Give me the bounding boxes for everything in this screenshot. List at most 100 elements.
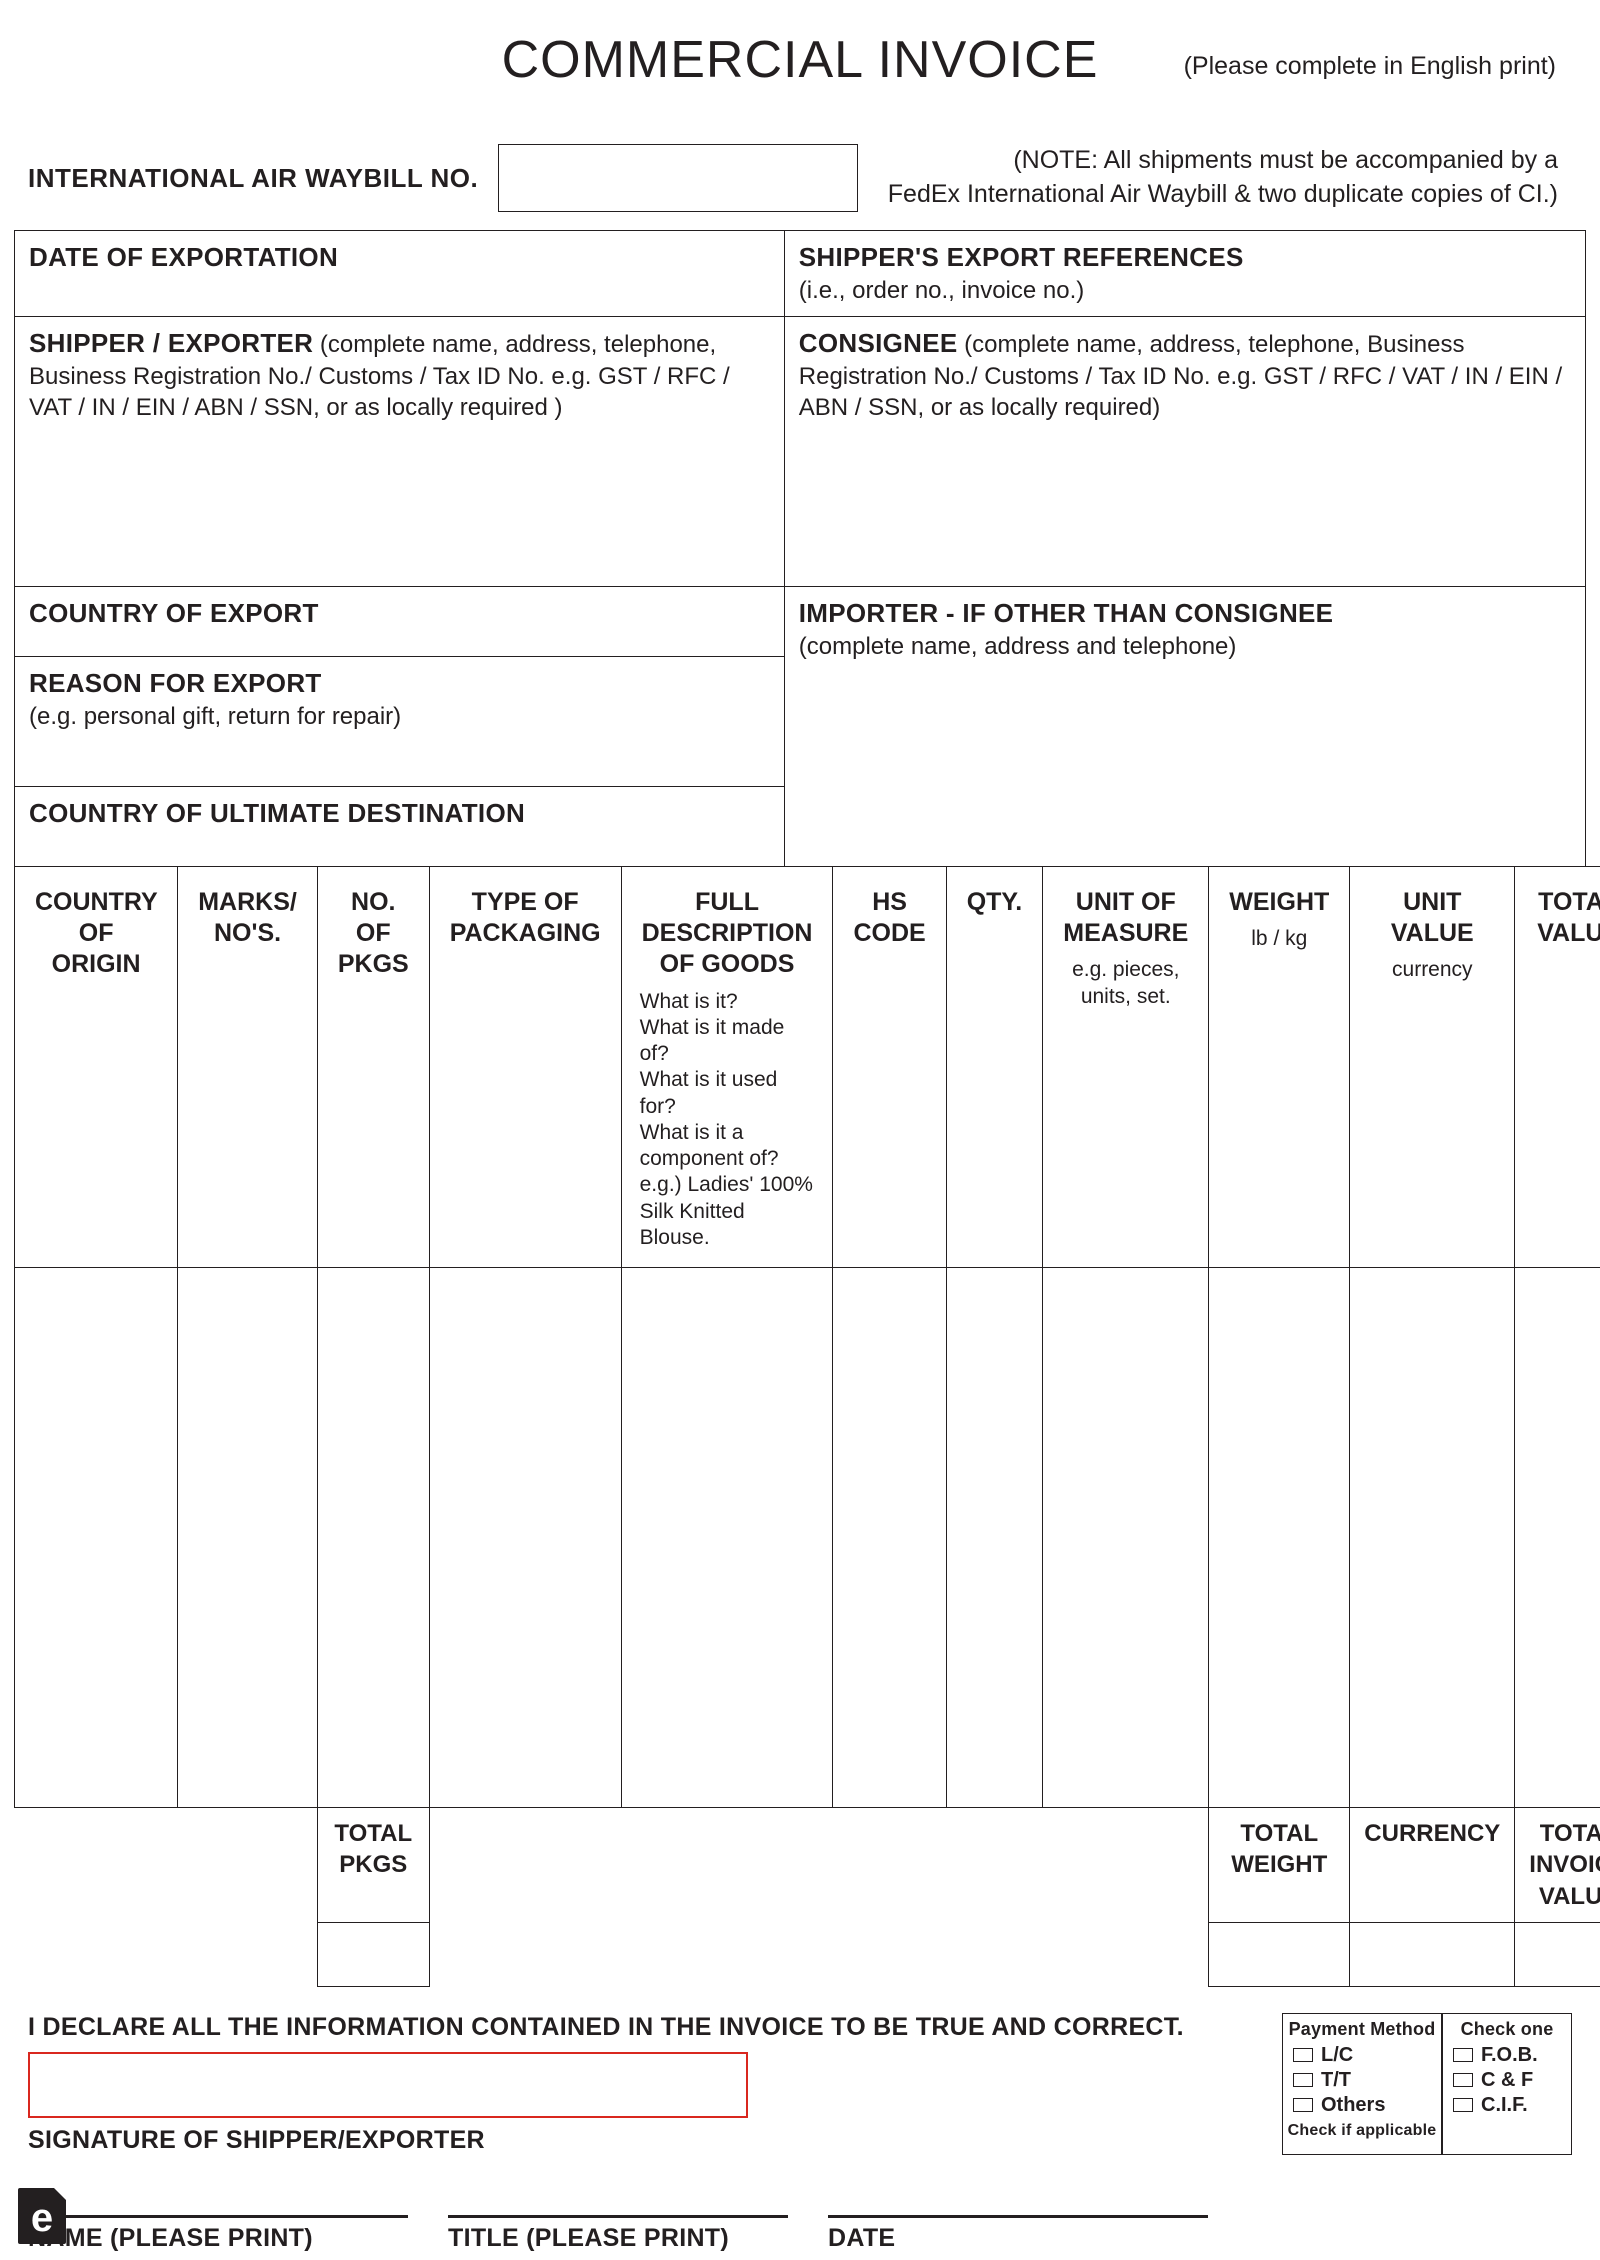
col-uom-label: UNIT OF MEASURE	[1057, 877, 1194, 956]
totals-values-row	[15, 1922, 1600, 1986]
consignee-label: CONSIGNEE	[799, 328, 958, 358]
total-pkgs-label: TOTAL PKGS	[317, 1808, 429, 1923]
terms-footer	[1443, 2119, 1571, 2145]
col-marks-label: MARKS/ NO'S.	[192, 877, 303, 956]
field-importer[interactable]: IMPORTER - IF OTHER THAN CONSIGNEE (comp…	[784, 586, 1585, 866]
waybill-note: (NOTE: All shipments must be accompanied…	[858, 144, 1576, 212]
col-weight: WEIGHT lb / kg	[1209, 866, 1350, 1267]
payment-lc-row[interactable]: L/C	[1283, 2044, 1441, 2069]
payment-others-label: Others	[1321, 2094, 1385, 2117]
importer-hint: (complete name, address and telephone)	[799, 633, 1237, 660]
terms-cf-label: C & F	[1481, 2069, 1533, 2092]
title-print-label[interactable]: TITLE (PLEASE PRINT)	[448, 2215, 788, 2253]
shipper-label: SHIPPER / EXPORTER	[29, 328, 313, 358]
waybill-label: INTERNATIONAL AIR WAYBILL NO.	[28, 163, 478, 194]
terms-cif-row[interactable]: C.I.F.	[1443, 2094, 1571, 2119]
payment-tt-row[interactable]: T/T	[1283, 2069, 1441, 2094]
cell-full-description[interactable]	[621, 1268, 833, 1808]
checkbox-icon[interactable]	[1453, 2048, 1473, 2062]
currency-input[interactable]	[1350, 1922, 1515, 1986]
declaration-column: I DECLARE ALL THE INFORMATION CONTAINED …	[28, 2013, 1282, 2155]
blank	[429, 1922, 1209, 1986]
reason-label: REASON FOR EXPORT	[29, 668, 322, 698]
cell-total-value[interactable]	[1515, 1268, 1600, 1808]
cell-hs-code[interactable]	[833, 1268, 946, 1808]
items-body-row[interactable]	[15, 1268, 1600, 1808]
totals-blank-left	[15, 1808, 318, 1923]
waybill-note-l2: FedEx International Air Waybill & two du…	[888, 180, 1558, 208]
export-ref-label: SHIPPER'S EXPORT REFERENCES	[799, 242, 1244, 272]
cell-qty[interactable]	[946, 1268, 1043, 1808]
country-export-label: COUNTRY OF EXPORT	[29, 598, 319, 628]
cell-marks-nos[interactable]	[178, 1268, 318, 1808]
col-weight-label: WEIGHT	[1223, 877, 1335, 924]
field-export-references[interactable]: SHIPPER'S EXPORT REFERENCES (i.e., order…	[784, 231, 1585, 317]
declaration-block: I DECLARE ALL THE INFORMATION CONTAINED …	[14, 2013, 1586, 2155]
checkbox-icon[interactable]	[1453, 2073, 1473, 2087]
terms-cif-label: C.I.F.	[1481, 2094, 1528, 2117]
cell-unit-value[interactable]	[1350, 1268, 1515, 1808]
commercial-invoice-form: COMMERCIAL INVOICE (Please complete in E…	[0, 0, 1600, 2260]
checkbox-groups: Payment Method L/C T/T Others Check if a…	[1282, 2013, 1572, 2155]
title-row: COMMERCIAL INVOICE (Please complete in E…	[14, 30, 1586, 120]
waybill-row: INTERNATIONAL AIR WAYBILL NO. (NOTE: All…	[14, 144, 1586, 230]
title-note: (Please complete in English print)	[1184, 52, 1556, 81]
blank	[15, 1922, 318, 1986]
col-marks-nos: MARKS/ NO'S.	[178, 866, 318, 1267]
checkbox-icon[interactable]	[1293, 2098, 1313, 2112]
currency-label: CURRENCY	[1350, 1808, 1515, 1923]
footer-lines: NAME (PLEASE PRINT) TITLE (PLEASE PRINT)…	[14, 2155, 1586, 2253]
col-hs-code: HS CODE	[833, 866, 946, 1267]
date-export-label: DATE OF EXPORTATION	[29, 242, 338, 272]
payment-footer: Check if applicable	[1283, 2119, 1441, 2145]
signature-label: SIGNATURE OF SHIPPER/EXPORTER	[28, 2126, 1282, 2155]
name-print-label[interactable]: NAME (PLEASE PRINT)	[28, 2215, 408, 2253]
col-qty: QTY.	[946, 866, 1043, 1267]
col-desc-label: FULL DESCRIPTION OF GOODS	[636, 877, 819, 987]
field-ultimate-destination[interactable]: COUNTRY OF ULTIMATE DESTINATION	[15, 786, 785, 866]
col-unit-of-measure: UNIT OF MEASURE e.g. pieces, units, set.	[1043, 866, 1209, 1267]
col-qty-label: QTY.	[961, 877, 1029, 924]
terms-fob-row[interactable]: F.O.B.	[1443, 2044, 1571, 2069]
field-shipper-exporter[interactable]: SHIPPER / EXPORTER (complete name, addre…	[15, 316, 785, 586]
total-pkgs-input[interactable]	[317, 1922, 429, 1986]
cell-type-of-packaging[interactable]	[429, 1268, 621, 1808]
payment-method-group: Payment Method L/C T/T Others Check if a…	[1282, 2013, 1442, 2155]
field-consignee[interactable]: CONSIGNEE (complete name, address, telep…	[784, 316, 1585, 586]
checkbox-icon[interactable]	[1453, 2098, 1473, 2112]
col-country-of-origin-label: COUNTRY OF ORIGIN	[29, 877, 163, 987]
items-header-row: COUNTRY OF ORIGIN MARKS/ NO'S. NO. OF PK…	[15, 866, 1600, 1267]
payment-others-row[interactable]: Others	[1283, 2094, 1441, 2119]
signature-input[interactable]	[28, 2052, 748, 2118]
col-type-of-packaging: TYPE OF PACKAGING	[429, 866, 621, 1267]
waybill-input[interactable]	[498, 144, 858, 212]
cell-weight[interactable]	[1209, 1268, 1350, 1808]
cell-no-of-pkgs[interactable]	[317, 1268, 429, 1808]
date-label[interactable]: DATE	[828, 2215, 1208, 2253]
header-grid: DATE OF EXPORTATION SHIPPER'S EXPORT REF…	[14, 230, 1586, 867]
items-table: COUNTRY OF ORIGIN MARKS/ NO'S. NO. OF PK…	[14, 866, 1600, 1987]
terms-group: Check one F.O.B. C & F C.I.F.	[1442, 2013, 1572, 2155]
field-date-of-exportation[interactable]: DATE OF EXPORTATION	[15, 231, 785, 317]
totals-row: TOTAL PKGS TOTAL WEIGHT CURRENCY TOTAL I…	[15, 1808, 1600, 1923]
total-invoice-value-input[interactable]	[1515, 1922, 1600, 1986]
checkbox-icon[interactable]	[1293, 2073, 1313, 2087]
col-total-value: TOTAL VALUE	[1515, 866, 1600, 1267]
field-reason-for-export[interactable]: REASON FOR EXPORT (e.g. personal gift, r…	[15, 656, 785, 786]
eforms-logo-icon: e	[18, 2188, 66, 2244]
checkbox-icon[interactable]	[1293, 2048, 1313, 2062]
total-weight-label: TOTAL WEIGHT	[1209, 1808, 1350, 1923]
col-pkgs-label: NO. OF PKGS	[332, 877, 415, 987]
waybill-note-l1: (NOTE: All shipments must be accompanied…	[1013, 146, 1558, 174]
importer-label: IMPORTER - IF OTHER THAN CONSIGNEE	[799, 598, 1334, 628]
total-weight-input[interactable]	[1209, 1922, 1350, 1986]
terms-title: Check one	[1443, 2014, 1571, 2044]
payment-tt-label: T/T	[1321, 2069, 1351, 2092]
col-country-of-origin: COUNTRY OF ORIGIN	[15, 866, 178, 1267]
ultimate-label: COUNTRY OF ULTIMATE DESTINATION	[29, 798, 525, 828]
export-ref-hint: (i.e., order no., invoice no.)	[799, 277, 1084, 304]
cell-unit-of-measure[interactable]	[1043, 1268, 1209, 1808]
terms-cf-row[interactable]: C & F	[1443, 2069, 1571, 2094]
cell-country-of-origin[interactable]	[15, 1268, 178, 1808]
field-country-of-export[interactable]: COUNTRY OF EXPORT	[15, 586, 785, 656]
